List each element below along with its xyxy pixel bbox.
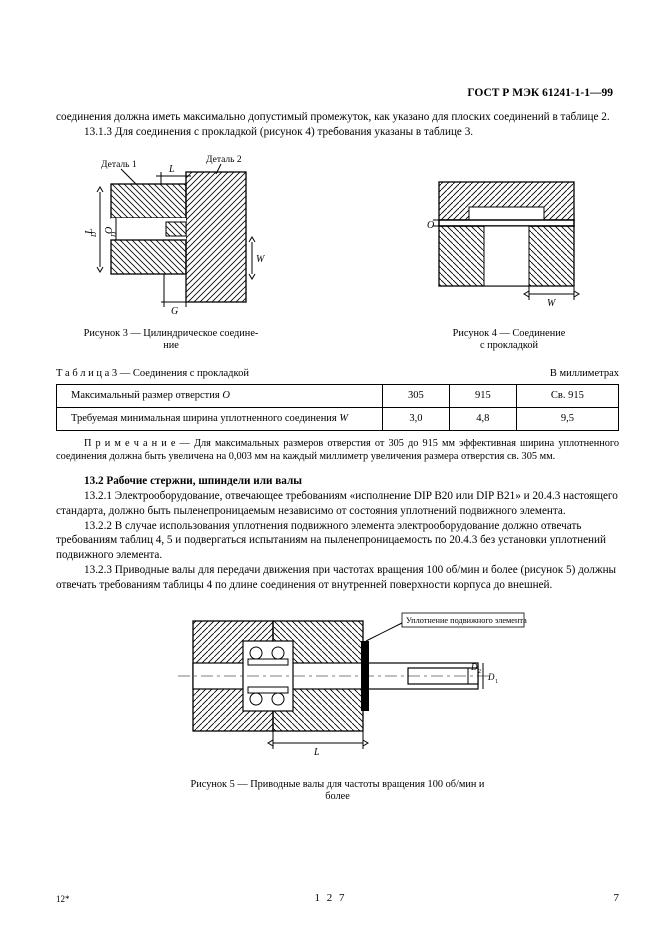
figure-3-caption: Рисунок 3 — Цилиндрическое соедине- ние	[84, 328, 259, 354]
cell-sym: O	[222, 390, 230, 401]
footer-page-right: 7	[614, 891, 620, 906]
label-W: W	[256, 254, 266, 265]
table-row: Максимальный размер отверстия O 305 915 …	[57, 385, 619, 408]
para-13-1-3: 13.1.3 Для соединения с прокладкой (рису…	[56, 125, 619, 140]
label-W4: W	[547, 298, 557, 309]
footer-left: 12*	[56, 894, 70, 906]
cell-sym: W	[339, 413, 348, 424]
para-13-2-2: 13.2.2 В случае использования уплотнения…	[56, 519, 619, 563]
figure-3-block: L W G L D O D Деталь 1 Детал	[56, 152, 286, 354]
table-row: Требуемая минимальная ширина уплотненног…	[57, 408, 619, 431]
cell: 915	[449, 385, 516, 408]
label-L5: L	[313, 747, 320, 758]
document-id: ГОСТ Р МЭК 61241-1-1—99	[467, 86, 613, 101]
figure-4-svg: O W	[399, 172, 619, 322]
svg-text:D: D	[470, 662, 478, 672]
cell: 9,5	[516, 408, 618, 431]
svg-text:D: D	[487, 672, 495, 682]
cell-label: Требуемая минимальная ширина уплотненног…	[71, 413, 339, 424]
cell: 3,0	[382, 408, 449, 431]
label-detail1: Деталь 1	[101, 160, 137, 170]
cell: 305	[382, 385, 449, 408]
figure-4-block: O W Рисунок 4 — Соединение с прокладкой	[399, 172, 619, 354]
para-13-2-3: 13.2.3 Приводные валы для передачи движе…	[56, 563, 619, 593]
cell: Св. 915	[516, 385, 618, 408]
label-seal: Уплотнение подвижного элемента	[406, 616, 527, 625]
table-3-units: В миллиметрах	[550, 367, 619, 381]
figure-5-svg: Уплотнение подвижного элемента D1 D2 L	[148, 603, 528, 773]
svg-text:2: 2	[478, 669, 481, 675]
label-detail2: Деталь 2	[206, 155, 242, 165]
table-3-title: Т а б л и ц а 3 — Соединения с прокладко…	[56, 367, 249, 381]
label-G: G	[171, 306, 178, 317]
figures-row-3-4: L W G L D O D Деталь 1 Детал	[56, 152, 619, 354]
para-13-2-1: 13.2.1 Электрооборудование, отвечающее т…	[56, 489, 619, 519]
figure-5-caption: Рисунок 5 — Приводные валы для частоты в…	[191, 779, 485, 805]
table-3: Максимальный размер отверстия O 305 915 …	[56, 384, 619, 431]
svg-text:1: 1	[495, 679, 498, 685]
cell: 4,8	[449, 408, 516, 431]
label-L: L	[168, 164, 175, 175]
page: ГОСТ Р МЭК 61241-1-1—99 соединения должн…	[0, 0, 661, 936]
table-3-note: П р и м е ч а н и е — Для максимальных р…	[56, 437, 619, 464]
sec-13-2-title: 13.2 Рабочие стержни, шпиндели или валы	[56, 474, 619, 489]
footer-page-center: 1 2 7	[315, 891, 347, 906]
svg-text:D: D	[110, 232, 118, 238]
table-3-header: Т а б л и ц а 3 — Соединения с прокладко…	[56, 367, 619, 381]
svg-text:D: D	[90, 232, 98, 238]
figure-3-svg: L W G L D O D Деталь 1 Детал	[56, 152, 286, 322]
para-intro: соединения должна иметь максимально допу…	[56, 110, 619, 125]
figure-4-caption: Рисунок 4 — Соединение с прокладкой	[453, 328, 566, 354]
body-text: соединения должна иметь максимально допу…	[56, 110, 619, 140]
figure-5-block: Уплотнение подвижного элемента D1 D2 L Р…	[56, 603, 619, 805]
cell-label: Максимальный размер отверстия	[71, 390, 222, 401]
